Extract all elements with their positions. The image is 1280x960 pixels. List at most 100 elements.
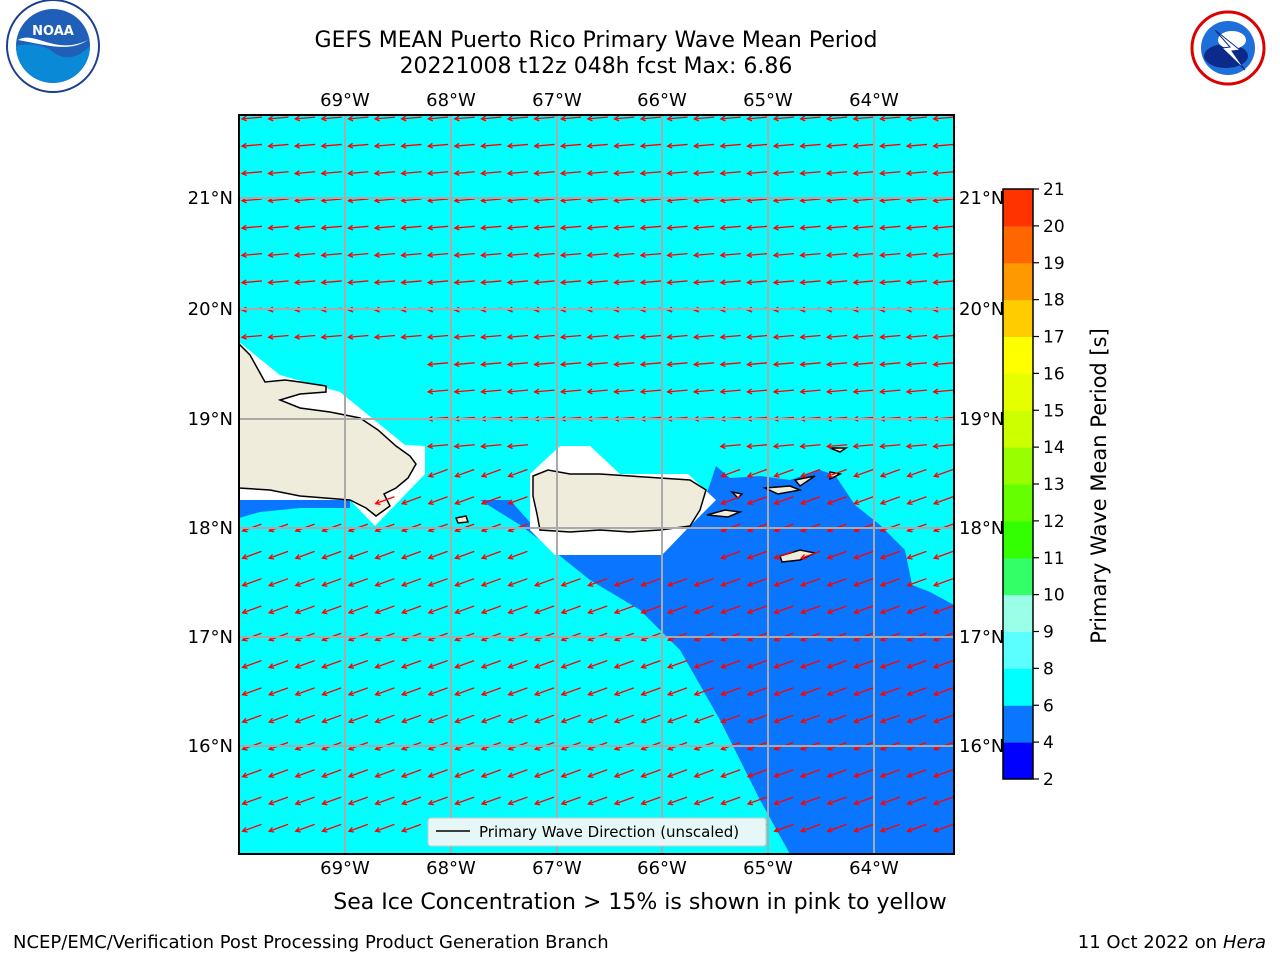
- colorbar-segment: [1003, 520, 1033, 559]
- wave-arrow: [933, 389, 954, 393]
- wave-arrow: [827, 796, 847, 805]
- wave-arrow-head: [454, 663, 461, 669]
- wave-arrow: [880, 550, 901, 559]
- wave-arrow-head: [454, 608, 461, 615]
- colorbar-segment: [1003, 336, 1033, 374]
- wave-arrow: [588, 769, 608, 778]
- wave-arrow: [428, 143, 449, 147]
- wave-arrow: [454, 444, 475, 448]
- wave-arrow-head: [267, 663, 275, 669]
- wave-arrow: [906, 225, 928, 229]
- wave-arrow: [588, 714, 608, 723]
- wave-arrow: [747, 334, 768, 338]
- wave-arrow-head: [347, 581, 355, 587]
- wave-arrow-head: [746, 333, 753, 340]
- wave-arrow: [694, 796, 714, 805]
- wave-arrow-head: [720, 717, 727, 724]
- wave-arrow-head: [347, 252, 354, 258]
- wave-arrow: [242, 796, 262, 805]
- wave-arrow-head: [720, 554, 727, 560]
- lon-label-bottom: 68°W: [426, 858, 476, 879]
- wave-arrow-head: [400, 581, 408, 587]
- wave-arrow-head: [799, 554, 807, 560]
- wave-arrow-head: [906, 772, 913, 779]
- wave-arrow: [827, 252, 848, 257]
- wave-arrow: [534, 280, 555, 284]
- wave-arrow: [694, 252, 715, 257]
- wave-arrow: [587, 225, 608, 229]
- wave-arrow: [321, 171, 342, 175]
- wave-arrow-head: [746, 608, 754, 615]
- wave-arrow: [295, 796, 315, 805]
- wave-arrow-head: [799, 333, 806, 340]
- wave-arrow: [295, 171, 316, 175]
- wave-arrow-head: [799, 252, 806, 258]
- wave-arrow: [667, 198, 688, 202]
- wave-arrow: [694, 334, 715, 338]
- wave-arrow-head: [693, 608, 700, 615]
- wave-arrow-head: [693, 772, 700, 779]
- wave-arrow-head: [374, 772, 381, 779]
- wave-arrow: [561, 659, 581, 669]
- wave-arrow-head: [373, 142, 380, 149]
- wave-arrow: [774, 823, 794, 832]
- wave-arrow-head: [480, 608, 488, 615]
- wave-arrow: [348, 796, 369, 805]
- wave-arrow-head: [241, 554, 248, 560]
- wave-arrow: [481, 116, 502, 120]
- wave-arrow-head: [267, 279, 274, 286]
- wave-arrow-head: [905, 142, 912, 149]
- wave-arrow-head: [932, 799, 940, 806]
- wave-arrow: [428, 605, 448, 614]
- wave-arrow-head: [267, 554, 275, 560]
- wave-arrow: [880, 468, 901, 477]
- wave-arrow-head: [853, 499, 860, 506]
- wave-arrow-head: [905, 224, 912, 231]
- wave-arrow: [295, 550, 315, 559]
- wave-arrow-head: [746, 279, 753, 286]
- wave-arrow-head: [853, 717, 860, 724]
- wave-arrow-head: [320, 170, 327, 177]
- wave-arrow-head: [347, 827, 355, 833]
- wave-arrow: [348, 823, 369, 832]
- wave-arrow: [374, 280, 396, 284]
- wave-arrow: [667, 171, 688, 175]
- wave-arrow-head: [506, 333, 513, 340]
- wave-arrow: [933, 444, 954, 448]
- wave-arrow: [401, 578, 422, 587]
- wave-arrow: [933, 334, 954, 338]
- wave-arrow-head: [853, 554, 860, 560]
- wave-arrow: [800, 578, 821, 587]
- wave-arrow-head: [293, 142, 301, 149]
- wave-arrow-head: [507, 581, 514, 587]
- wave-arrow-head: [427, 799, 434, 806]
- wave-arrow-head: [825, 170, 833, 177]
- wave-arrow-head: [613, 581, 621, 587]
- wave-arrow-head: [374, 608, 381, 615]
- wave-arrow: [375, 659, 395, 669]
- colorbar-segment: [1003, 705, 1033, 743]
- wave-arrow: [721, 468, 741, 477]
- wave-arrow-head: [293, 279, 301, 286]
- wave-arrow: [534, 389, 555, 393]
- wave-arrow: [933, 171, 954, 175]
- wave-arrow: [694, 171, 715, 175]
- wave-arrow: [880, 143, 901, 147]
- wave-arrow-head: [879, 690, 887, 697]
- wave-arrow: [933, 605, 954, 614]
- wave-arrow-head: [825, 443, 833, 450]
- wave-arrow-head: [454, 772, 461, 779]
- wave-arrow-head: [905, 388, 912, 395]
- wave-arrow: [534, 362, 555, 366]
- wave-arrow: [268, 823, 289, 832]
- wave-arrow: [374, 334, 396, 338]
- wave-arrow-head: [613, 170, 620, 177]
- wave-arrow-head: [719, 279, 726, 286]
- wave-arrow: [880, 252, 901, 257]
- wave-arrow-head: [373, 252, 380, 258]
- wave-arrow-head: [506, 361, 513, 368]
- wave-arrow-head: [267, 170, 274, 177]
- wave-arrow: [906, 171, 928, 175]
- colorbar-tick-label: 20: [1043, 217, 1065, 237]
